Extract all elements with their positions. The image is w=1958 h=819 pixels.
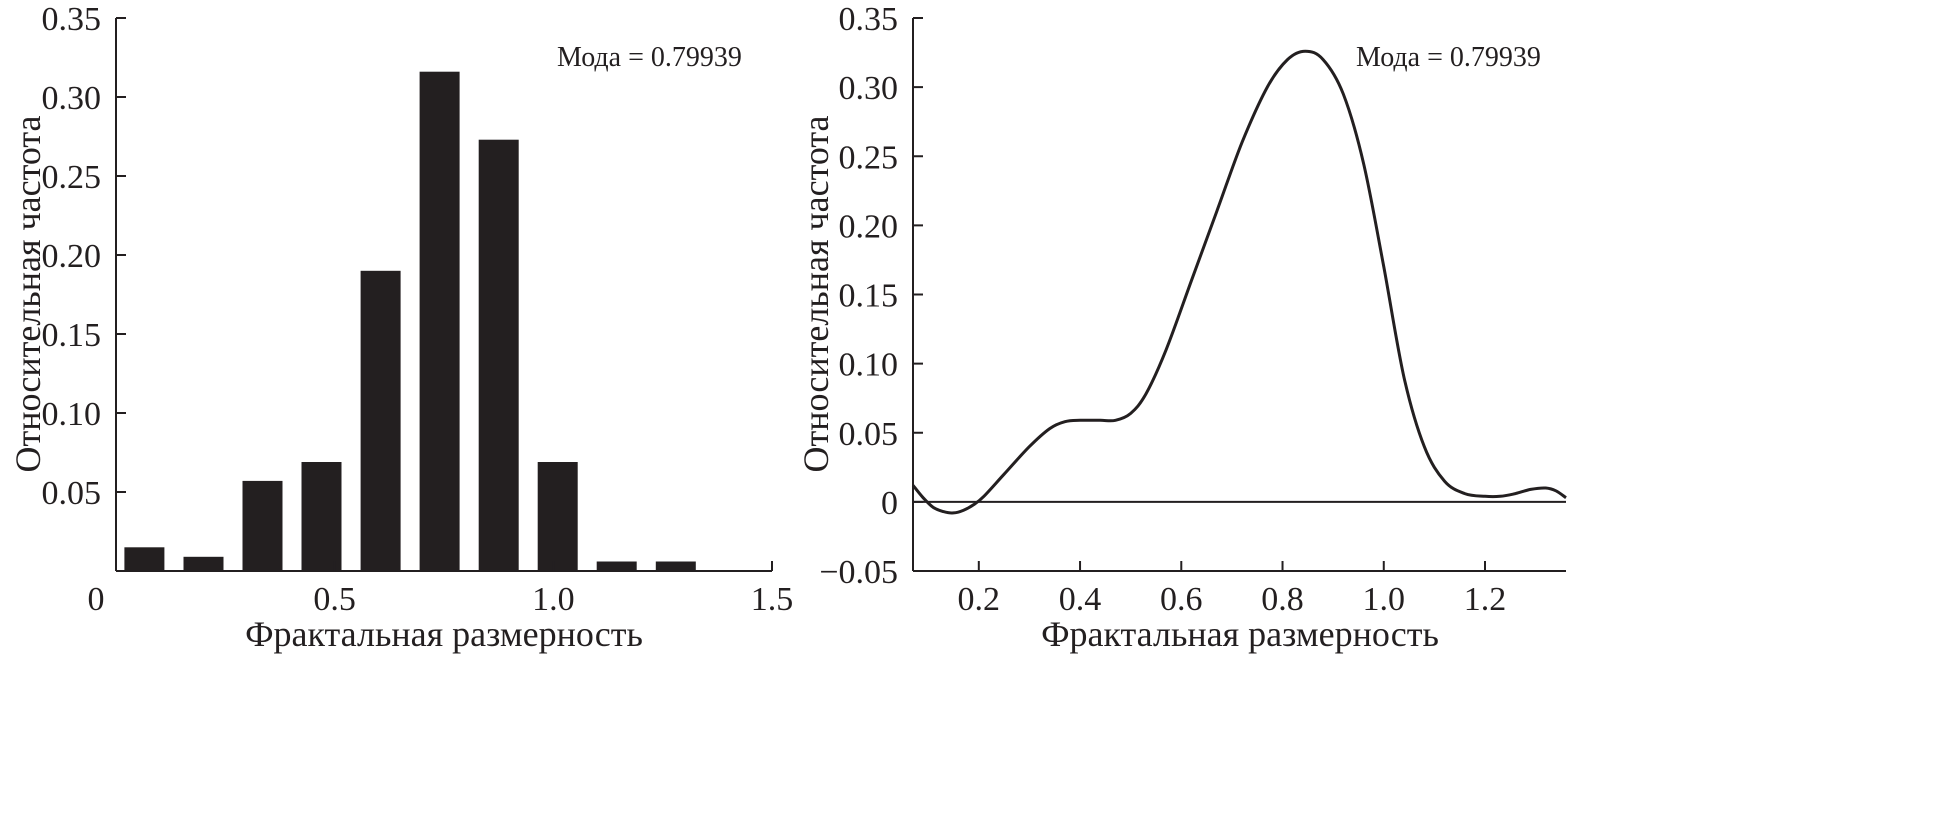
histogram-bar [301, 462, 342, 571]
left-y-axis-label: Относительная частота [8, 115, 48, 472]
histogram-bar [183, 556, 224, 571]
right-x-tick-label: 0.6 [1160, 581, 1203, 618]
left-y-tick-label: 0.35 [42, 1, 102, 38]
right-x-tick-label: 0.8 [1261, 581, 1304, 618]
right-y-tick-label: 0.05 [839, 416, 899, 453]
right-y-tick-label: 0.25 [839, 139, 899, 176]
left-y-tick-label: 0.05 [42, 475, 102, 512]
histogram-chart: 0 0.5 1.0 1.5 0.05 0.10 0.15 0.20 0.25 0.30 0.35 М… [8, 1, 793, 654]
right-y-axis-label: Относительная частота [796, 115, 836, 472]
right-y-tick-label: 0.10 [839, 347, 899, 384]
left-x-axis-label: Фрактальная размерность [245, 614, 643, 654]
histogram-bar [419, 71, 460, 571]
right-x-tick-label: 1.2 [1464, 581, 1507, 618]
left-y-tick-label: 0.20 [42, 238, 102, 275]
right-y-tick-label: 0.30 [839, 70, 899, 107]
left-axis-ticks: 0 0.5 1.0 1.5 0.05 0.10 0.15 0.20 0.25 0.30 0.35 [42, 1, 794, 618]
right-y-tick-label: 0.15 [839, 278, 899, 315]
left-x-tick-label: 0.5 [313, 581, 356, 618]
right-x-tick-label: 0.2 [958, 581, 1001, 618]
density-curve [911, 49, 1567, 515]
right-x-tick-label: 0.4 [1059, 581, 1102, 618]
histogram-bar [124, 547, 165, 571]
histogram-bar [537, 462, 578, 571]
right-y-tick-label: 0.35 [839, 1, 899, 38]
right-axis-ticks: 0.2 0.4 0.6 0.8 1.0 1.2 −0.05 0 0.05 0.10 0.15 0.20… [819, 1, 1506, 618]
histogram-bar [478, 139, 519, 571]
right-x-tick-label: 1.0 [1363, 581, 1406, 618]
left-y-tick-label: 0.15 [42, 317, 102, 354]
right-y-tick-label: 0 [881, 485, 898, 522]
right-x-axis-label: Фрактальная размерность [1041, 614, 1439, 654]
left-mode-annotation: Мода = 0.79939 [557, 42, 742, 73]
density-chart: 0.2 0.4 0.6 0.8 1.0 1.2 −0.05 0 0.05 0.10 0.15 0.20… [796, 1, 1567, 654]
histogram-bar [655, 561, 696, 571]
histogram-bar [242, 480, 283, 571]
histogram-bars [124, 71, 696, 571]
histogram-bar [360, 270, 401, 571]
right-y-tick-label: 0.20 [839, 208, 899, 245]
left-y-tick-label: 0.25 [42, 159, 102, 196]
left-x-tick-label: 1.0 [532, 581, 575, 618]
histogram-bar [596, 561, 637, 571]
left-x-tick-label: 1.5 [751, 581, 794, 618]
left-y-tick-label: 0.10 [42, 396, 102, 433]
right-mode-annotation: Мода = 0.79939 [1356, 42, 1541, 73]
right-y-tick-label: −0.05 [819, 554, 898, 591]
left-y-tick-label: 0.30 [42, 80, 102, 117]
left-x-tick-label: 0 [88, 581, 105, 618]
